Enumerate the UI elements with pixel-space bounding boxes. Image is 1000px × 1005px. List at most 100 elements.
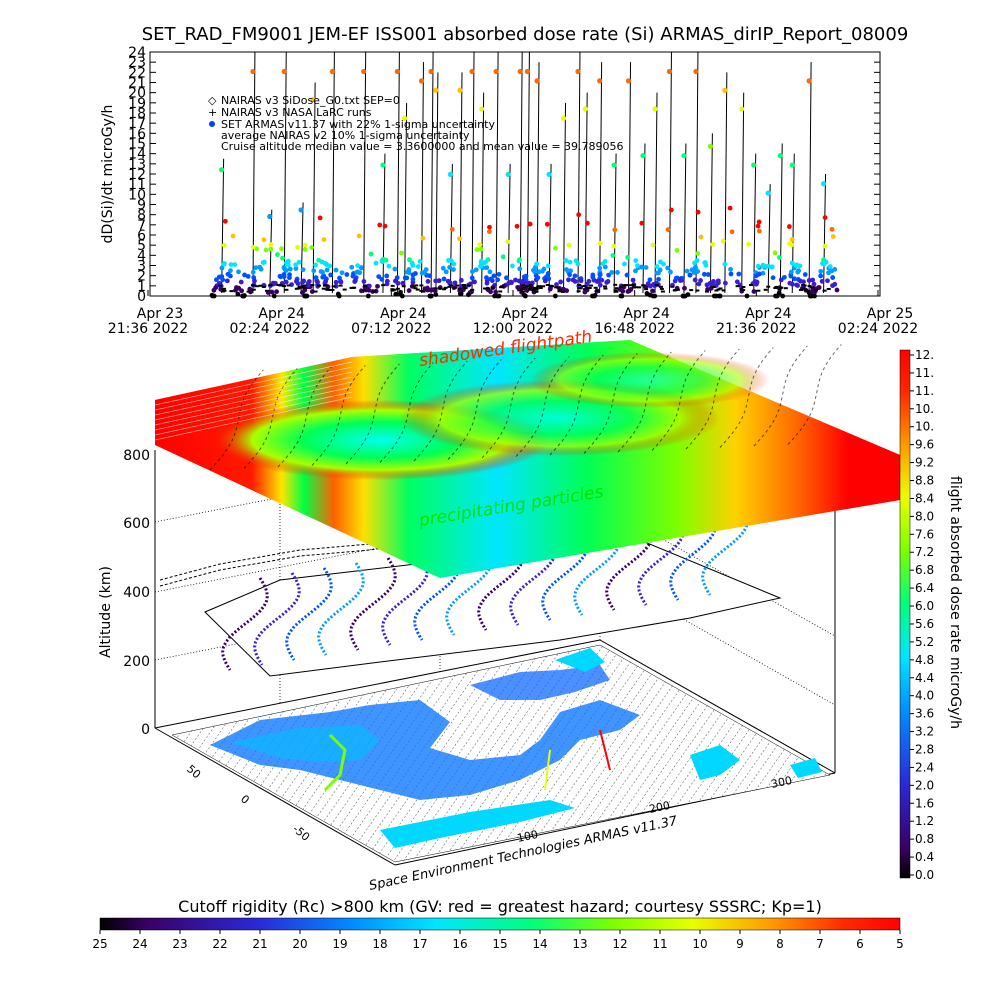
top-x-tick-label: 12:00 2022	[473, 321, 553, 337]
data-point	[470, 269, 475, 274]
model-point	[462, 285, 467, 288]
data-point	[451, 267, 456, 272]
slab-edge-stripes	[154, 361, 353, 441]
data-point	[433, 278, 439, 284]
spike-point	[611, 162, 617, 168]
data-point	[647, 283, 653, 289]
data-point	[665, 227, 671, 233]
data-point	[656, 276, 661, 282]
model-point	[548, 284, 553, 287]
top-x-tick-label: 21:36 2022	[716, 321, 796, 337]
spike-point	[219, 167, 225, 173]
data-point	[344, 272, 350, 277]
data-point	[309, 245, 315, 250]
data-point	[392, 266, 398, 272]
model-point	[763, 288, 768, 291]
right-colorbar-tick-label: 4.0	[915, 689, 934, 703]
data-point	[484, 275, 489, 280]
data-point	[457, 236, 462, 242]
data-point	[472, 279, 477, 285]
data-point	[318, 269, 324, 274]
spike-line	[654, 92, 658, 293]
top-y-tick-label: 1	[137, 279, 146, 295]
model-point	[326, 288, 331, 291]
data-point	[333, 267, 339, 273]
data-point	[324, 267, 330, 273]
data-point	[445, 278, 451, 284]
right-colorbar-tick-label: 1.2	[915, 814, 934, 828]
model-point	[302, 284, 307, 287]
data-point	[311, 268, 317, 274]
data-point	[510, 263, 515, 269]
model-point	[741, 289, 746, 292]
model-point	[528, 287, 533, 290]
model-point	[594, 290, 599, 293]
data-point	[578, 278, 584, 284]
model-point	[695, 289, 700, 292]
data-point	[716, 293, 722, 299]
model-point	[361, 289, 366, 292]
data-point	[393, 291, 399, 297]
model-point	[658, 285, 663, 288]
model-point	[631, 286, 636, 289]
data-point	[428, 293, 434, 299]
top-y-tick-label: 12	[128, 167, 146, 183]
data-point	[597, 240, 603, 246]
data-point	[774, 293, 780, 299]
model-point	[614, 287, 619, 290]
data-point	[406, 257, 412, 263]
three-d-panel: shadowed flightpath precipitating partic…	[98, 327, 900, 894]
spike-line	[577, 51, 581, 293]
model-point	[798, 288, 803, 291]
data-point	[365, 293, 371, 299]
bottom-colorbar-tick-label: 20	[292, 937, 307, 951]
data-point	[797, 263, 803, 269]
model-point	[251, 288, 256, 291]
data-point	[563, 258, 569, 263]
lon-tick-0: 100	[516, 828, 539, 845]
data-point	[335, 291, 341, 297]
bottom-colorbar-tick-label: 10	[692, 937, 707, 951]
data-point	[554, 282, 559, 287]
spike-line	[404, 102, 408, 293]
data-point	[283, 268, 289, 273]
data-point	[213, 285, 219, 291]
data-point	[544, 274, 549, 280]
data-point	[781, 274, 787, 280]
data-point	[597, 282, 603, 288]
data-point	[734, 279, 740, 285]
data-point	[610, 253, 616, 258]
bottom-colorbar-tick-label: 16	[452, 937, 467, 951]
top-plot-frame	[149, 51, 881, 297]
model-point	[641, 284, 646, 287]
data-point	[484, 265, 490, 271]
data-point	[553, 245, 558, 251]
model-point	[806, 290, 811, 293]
top-x-tick-label: Apr 24	[380, 306, 427, 322]
data-point	[214, 277, 219, 283]
data-point	[268, 242, 274, 248]
model-point	[442, 288, 447, 291]
data-point	[283, 260, 289, 266]
model-point	[218, 284, 223, 287]
top-y-tick-label: 10	[128, 187, 146, 203]
spike-point	[560, 115, 567, 121]
data-point	[293, 266, 299, 271]
spike-line	[420, 62, 424, 293]
spike-point	[739, 106, 745, 112]
data-point	[572, 279, 578, 284]
data-point	[769, 264, 775, 270]
top-y-tick-label: 23	[128, 55, 146, 71]
spike-line	[252, 51, 256, 293]
data-point	[772, 250, 778, 256]
data-point	[600, 261, 606, 267]
data-point	[602, 264, 608, 270]
data-point	[410, 272, 416, 278]
bottom-colorbar-tick-label: 11	[652, 937, 667, 951]
model-point	[517, 289, 522, 292]
data-point	[590, 272, 596, 278]
data-point	[250, 244, 256, 250]
data-point	[228, 262, 234, 268]
model-point	[634, 286, 639, 289]
top-y-tick-label: 11	[128, 177, 146, 193]
